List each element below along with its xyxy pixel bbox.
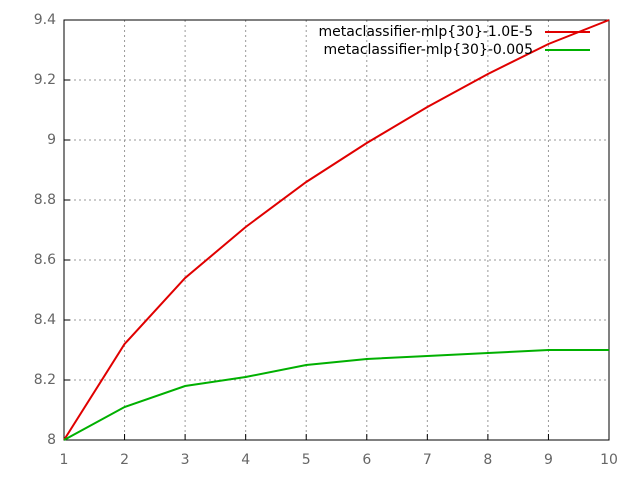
x-tick-label: 7: [423, 452, 432, 468]
legend-label: metaclassifier-mlp{30}-0.005: [324, 42, 533, 58]
x-tick-label: 8: [483, 452, 492, 468]
y-tick-label: 9.2: [34, 72, 56, 88]
x-tick-label: 4: [241, 452, 250, 468]
y-tick-label: 8.6: [34, 252, 56, 268]
y-tick-label: 8.4: [34, 312, 56, 328]
series-line: [63, 19, 610, 441]
x-tick-label: 6: [362, 452, 371, 468]
x-tick-label: 9: [544, 452, 553, 468]
y-tick-label: 8.8: [34, 192, 56, 208]
legend-label: metaclassifier-mlp{30}-1.0E-5: [319, 24, 533, 40]
y-tick-label: 9: [47, 132, 56, 148]
x-tick-label: 1: [60, 452, 69, 468]
x-tick-label: 10: [600, 452, 618, 468]
y-tick-label: 9.4: [34, 12, 56, 28]
y-tick-label: 8: [47, 432, 56, 448]
series-line: [63, 349, 609, 441]
x-tick-label: 2: [120, 452, 129, 468]
plot-frame: [63, 19, 610, 441]
x-tick-label: 3: [181, 452, 190, 468]
x-tick-label: 5: [302, 452, 311, 468]
y-tick-label: 8.2: [34, 372, 56, 388]
